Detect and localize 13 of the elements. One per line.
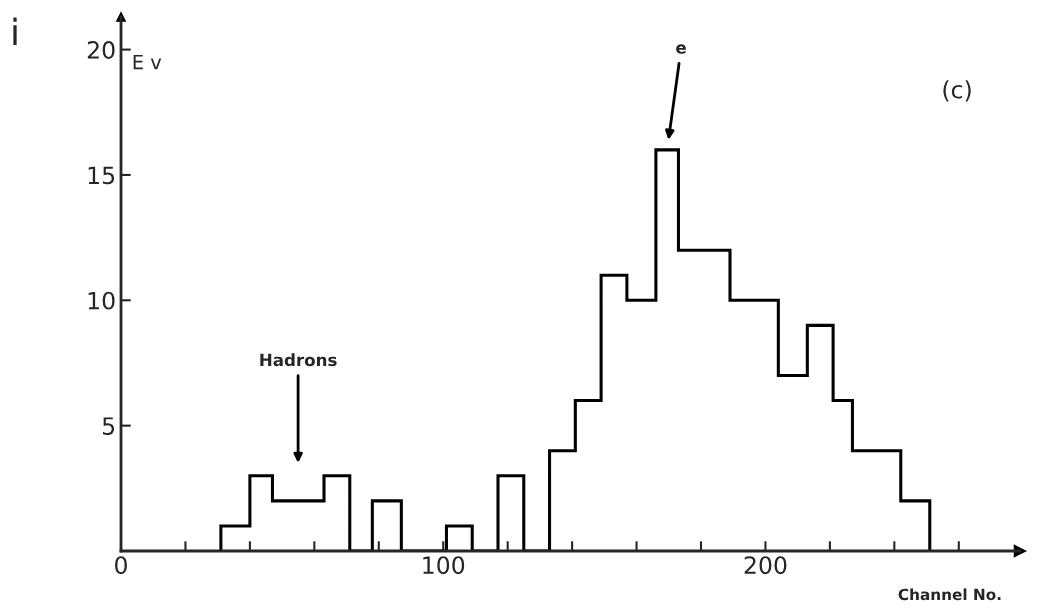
y-tick-label: 15 <box>88 166 115 185</box>
y-tick-label: 10 <box>88 291 115 310</box>
x-axis-title: Channel No. <box>898 588 1001 601</box>
annotation: Hadrons <box>260 353 337 367</box>
text: i <box>13 17 17 45</box>
annotation: e <box>676 44 686 54</box>
annotation: (c) <box>943 80 971 102</box>
y-axis-title: E v <box>133 54 162 70</box>
x-tick-label: 100 <box>423 556 465 575</box>
x-tick-label: 0 <box>115 556 127 575</box>
x-tick-label: 200 <box>744 556 787 575</box>
y-tick-label: 5 <box>102 417 115 435</box>
y-tick-label: 20 <box>87 41 115 59</box>
